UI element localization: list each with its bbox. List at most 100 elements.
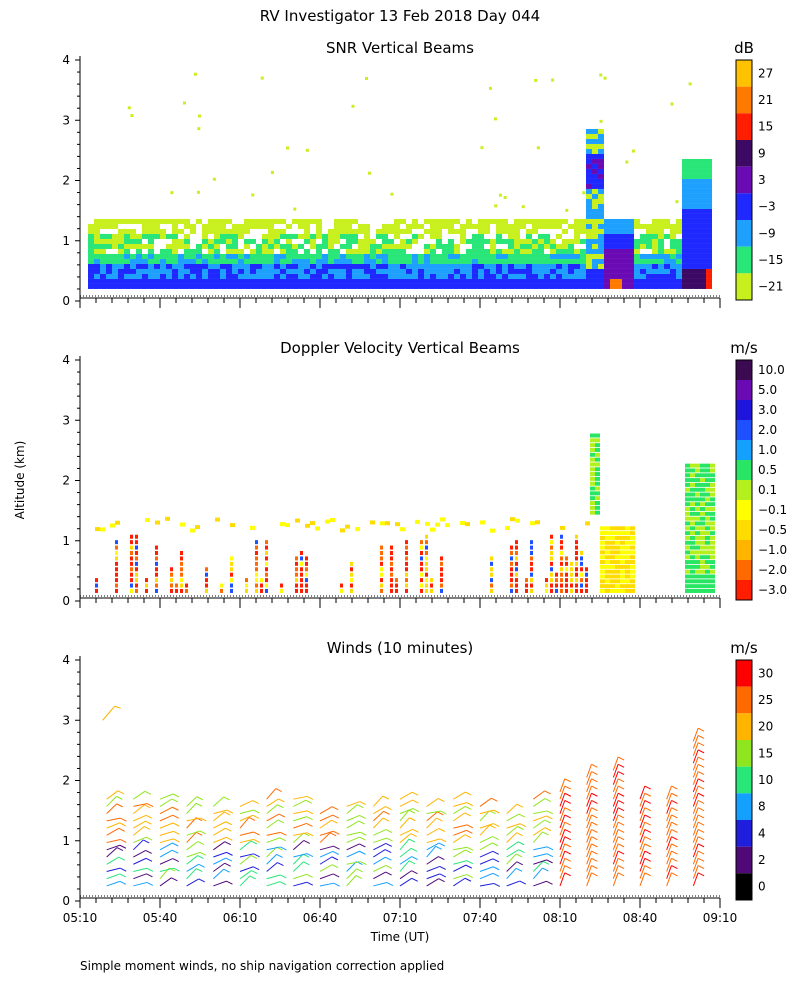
snr-cell: [700, 223, 706, 229]
wind-barb: [266, 788, 277, 800]
doppler-cell: [615, 588, 620, 593]
snr-cell: [676, 258, 682, 264]
doppler-cell: [95, 588, 98, 593]
snr-cell: [172, 223, 178, 229]
snr-cell: [364, 228, 370, 234]
wind-barb-flag: [697, 807, 705, 812]
snr-cell: [256, 263, 262, 269]
snr-cell: [112, 283, 118, 289]
wind-barb: [612, 800, 619, 814]
wind-barb-flag: [172, 806, 179, 811]
snr-cell: [466, 223, 472, 229]
snr-cell: [544, 258, 550, 264]
snr-cell: [400, 283, 406, 289]
doppler-cell: [615, 564, 620, 569]
snr-cell: [112, 278, 118, 284]
snr-cell: [610, 273, 616, 279]
wind-barb-flag: [671, 857, 678, 862]
snr-cell: [352, 228, 358, 234]
snr-cell: [634, 248, 640, 254]
snr-cell: [334, 263, 340, 269]
snr-cell: [286, 243, 292, 249]
doppler-cell: [560, 534, 563, 539]
colorbar-swatch: [736, 846, 752, 874]
wind-barb-flag: [277, 804, 284, 809]
wind-barb-flag: [439, 838, 447, 843]
snr-cell: [496, 278, 502, 284]
colorbar-frame: [735, 359, 753, 601]
snr-cell: [532, 268, 538, 274]
snr-cell: [274, 258, 280, 264]
snr-cell: [526, 243, 532, 249]
wind-barb: [213, 821, 227, 829]
wind-barb: [533, 819, 546, 829]
snr-cell: [172, 228, 178, 234]
wind-barb: [266, 813, 280, 822]
snr-cell: [574, 218, 580, 224]
snr-cell: [340, 243, 346, 249]
doppler-cell: [395, 588, 398, 593]
wind-barb-flag: [617, 872, 625, 877]
wind-barb-flag: [359, 814, 366, 819]
wind-barb: [612, 858, 619, 872]
snr-cell: [586, 253, 592, 259]
snr-cell: [142, 253, 148, 259]
doppler-cell: [370, 520, 375, 525]
wind-barb-flag: [697, 836, 705, 841]
wind-barb: [506, 803, 518, 815]
doppler-cell: [230, 572, 233, 577]
snr-cell: [328, 268, 334, 274]
snr-cell: [232, 223, 238, 229]
snr-cell: [424, 273, 430, 279]
doppler-cell: [440, 578, 443, 583]
colorbar-label: 5.0: [758, 383, 777, 397]
wind-barb-flag: [591, 843, 598, 848]
doppler-cell: [130, 567, 133, 572]
doppler-cell: [530, 578, 533, 583]
snr-cell: [574, 253, 580, 259]
snr-cell: [400, 248, 406, 254]
snr-cell: [526, 248, 532, 254]
snr-cell: [610, 243, 616, 249]
snr-cell: [544, 233, 550, 239]
snr-cell: [640, 253, 646, 259]
snr-cell: [562, 238, 568, 244]
doppler-cell: [405, 588, 408, 593]
snr-cell: [316, 243, 322, 249]
doppler-cell: [565, 567, 568, 572]
doppler-cell: [115, 561, 118, 566]
snr-cell: [538, 253, 544, 259]
snr-cell: [358, 238, 364, 244]
snr-cell: [166, 273, 172, 279]
wind-barb: [266, 819, 279, 829]
snr-cell: [544, 283, 550, 289]
wind-barb: [186, 802, 197, 814]
snr-cell: [682, 163, 688, 169]
snr-cell: [610, 283, 616, 289]
doppler-cell: [585, 578, 588, 583]
doppler-cell: [265, 540, 268, 545]
snr-cell: [148, 253, 154, 259]
wind-barb-flag: [333, 830, 340, 835]
x-tick-label: 07:10: [383, 911, 418, 925]
snr-cell: [322, 238, 328, 244]
wind-barb-flag: [306, 816, 313, 821]
snr-cell: [496, 253, 502, 259]
doppler-cell: [575, 534, 578, 539]
snr-cell: [520, 248, 526, 254]
wind-barb: [239, 814, 254, 822]
wind-barb: [346, 843, 360, 851]
wind-barb: [559, 807, 566, 822]
snr-speck: [498, 193, 502, 197]
doppler-cell: [695, 584, 700, 589]
wind-barb: [426, 817, 437, 829]
snr-cell: [586, 248, 592, 254]
snr-cell: [664, 273, 670, 279]
snr-cell: [268, 258, 274, 264]
doppler-cell: [690, 478, 695, 483]
wind-barb: [186, 841, 199, 851]
snr-cell: [172, 283, 178, 289]
snr-cell: [106, 278, 112, 284]
snr-cell: [130, 278, 136, 284]
